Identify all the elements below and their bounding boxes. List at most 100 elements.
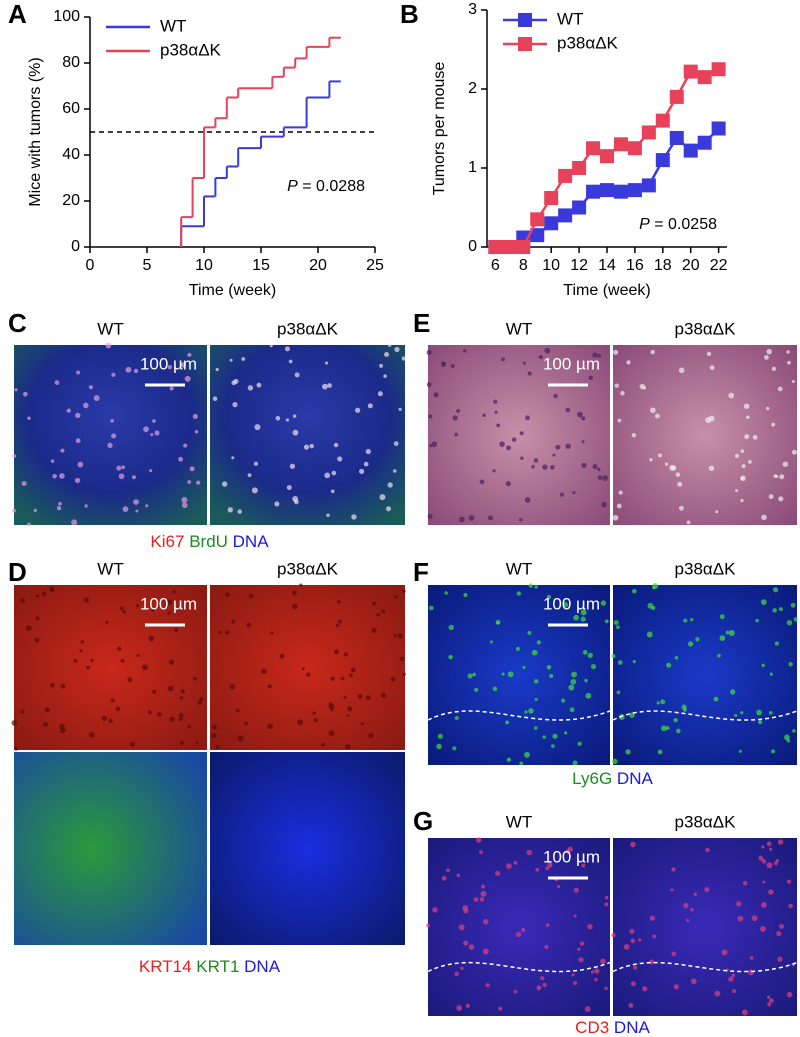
texture <box>687 641 694 647</box>
point <box>697 70 712 85</box>
texture <box>187 724 191 729</box>
texture <box>760 599 767 605</box>
texture <box>50 682 55 688</box>
texture <box>88 732 95 738</box>
texture <box>713 696 719 702</box>
texture <box>458 924 465 931</box>
texture <box>429 444 433 448</box>
texture <box>758 720 763 725</box>
texture <box>167 364 173 370</box>
texture <box>383 374 387 378</box>
texture <box>167 611 171 615</box>
texture <box>14 388 18 392</box>
caption-stain: BrdU <box>189 532 228 551</box>
panel-letter: F <box>413 557 429 587</box>
texture <box>568 684 575 691</box>
texture <box>587 924 593 930</box>
legend-label: WT <box>557 9 583 28</box>
texture <box>505 720 510 725</box>
y-tick-label: 0 <box>468 238 477 255</box>
texture <box>174 628 179 633</box>
caption: Ly6G DNA <box>572 769 653 788</box>
texture <box>241 357 246 361</box>
texture <box>768 710 773 715</box>
texture <box>766 348 772 355</box>
texture <box>580 616 586 622</box>
y-tick-label: 40 <box>62 146 80 163</box>
texture <box>22 391 28 397</box>
texture <box>199 697 204 701</box>
texture <box>168 659 175 665</box>
texture <box>778 496 784 502</box>
point <box>558 168 573 183</box>
texture <box>604 986 608 991</box>
texture <box>524 497 531 503</box>
texture <box>169 386 174 391</box>
texture <box>604 902 609 907</box>
panel-letter: B <box>400 0 419 29</box>
texture <box>25 625 32 632</box>
texture <box>179 696 184 700</box>
texture <box>52 473 57 479</box>
texture <box>350 667 356 673</box>
texture <box>704 887 710 893</box>
texture <box>774 641 780 646</box>
texture <box>679 505 684 511</box>
texture <box>767 995 771 999</box>
panel-letter: G <box>413 806 433 836</box>
texture <box>626 360 631 365</box>
texture <box>337 600 341 604</box>
texture <box>248 593 254 599</box>
texture <box>483 918 489 925</box>
texture <box>495 870 501 876</box>
texture <box>93 395 100 401</box>
texture <box>482 948 489 955</box>
legend-label: p38αΔK <box>557 33 619 52</box>
texture <box>576 411 583 418</box>
texture <box>761 663 765 668</box>
texture <box>454 432 459 437</box>
texture <box>522 665 526 669</box>
texture <box>505 481 512 487</box>
texture <box>131 475 136 480</box>
texture <box>542 982 547 988</box>
texture <box>522 361 526 365</box>
texture <box>479 897 485 902</box>
texture <box>538 355 543 360</box>
texture <box>556 885 561 889</box>
texture <box>625 749 631 755</box>
texture <box>546 664 552 670</box>
p-value: P = 0.0288 <box>287 178 365 195</box>
texture <box>581 462 587 469</box>
point <box>669 89 684 104</box>
texture <box>125 366 132 373</box>
texture <box>481 884 486 889</box>
texture <box>129 741 136 747</box>
texture <box>678 367 685 374</box>
texture <box>437 733 443 739</box>
texture <box>149 469 153 473</box>
texture <box>229 684 235 690</box>
texture <box>531 464 535 469</box>
texture <box>786 619 793 626</box>
texture <box>600 958 606 965</box>
texture <box>402 672 406 677</box>
texture <box>426 382 432 388</box>
texture <box>536 985 542 991</box>
texture <box>673 984 679 990</box>
texture <box>666 662 672 668</box>
texture <box>285 418 289 422</box>
texture <box>346 713 350 717</box>
texture <box>587 652 593 659</box>
texture <box>620 391 625 396</box>
texture <box>612 514 619 521</box>
texture <box>528 708 534 714</box>
texture <box>499 441 505 447</box>
texture <box>196 480 201 485</box>
texture <box>681 704 687 710</box>
texture <box>402 589 406 593</box>
texture <box>740 498 744 503</box>
texture <box>597 467 601 472</box>
texture <box>788 903 793 909</box>
legend-label: p38αΔK <box>160 40 222 59</box>
